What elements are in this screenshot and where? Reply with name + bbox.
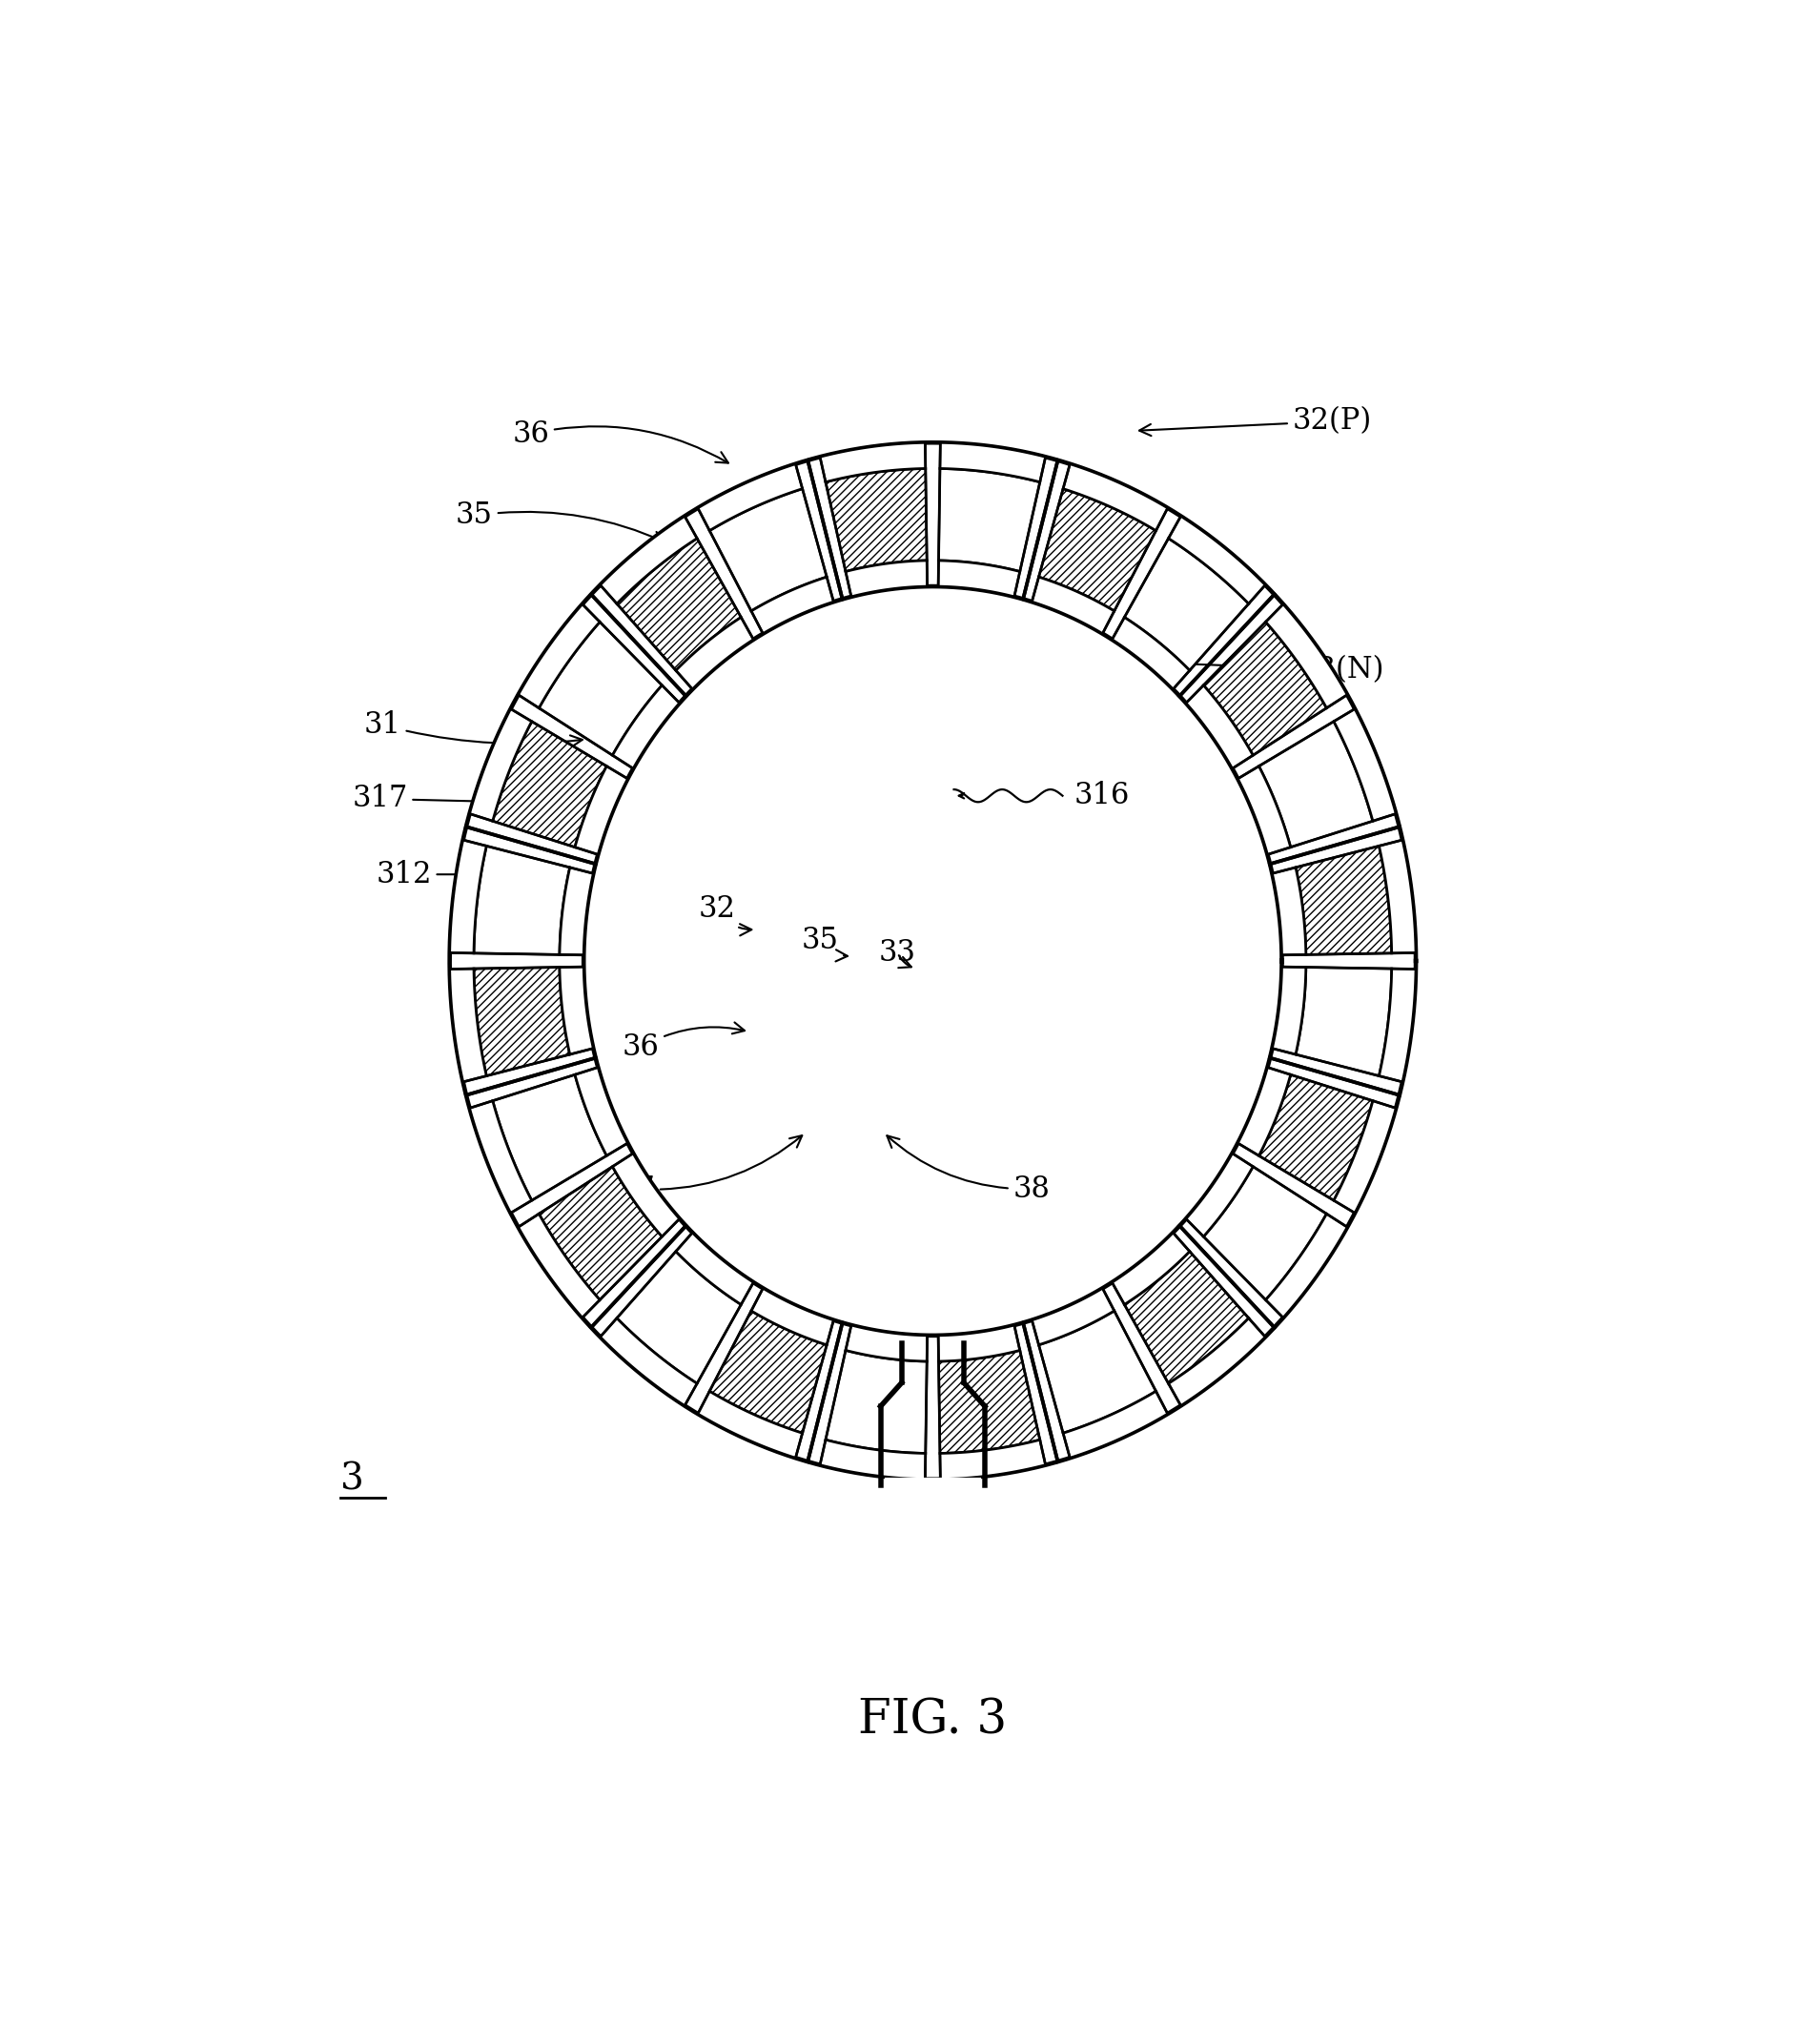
Text: 36: 36: [511, 419, 728, 464]
Polygon shape: [1334, 1101, 1396, 1214]
Polygon shape: [1112, 1232, 1190, 1305]
Polygon shape: [1238, 766, 1290, 854]
Polygon shape: [1203, 621, 1327, 756]
Polygon shape: [939, 560, 1019, 597]
Polygon shape: [493, 721, 606, 848]
Polygon shape: [1112, 617, 1190, 688]
Polygon shape: [559, 868, 593, 954]
Polygon shape: [675, 1232, 753, 1305]
Text: 3: 3: [340, 1463, 364, 1498]
Polygon shape: [519, 605, 601, 709]
Polygon shape: [473, 966, 570, 1077]
Polygon shape: [1039, 1312, 1156, 1432]
Polygon shape: [939, 468, 1039, 572]
Polygon shape: [1203, 1167, 1327, 1299]
Polygon shape: [1168, 1318, 1265, 1406]
Polygon shape: [617, 1252, 741, 1383]
Text: 33(N): 33(N): [1143, 656, 1385, 684]
Text: 32: 32: [699, 895, 752, 936]
Polygon shape: [939, 1440, 1045, 1479]
Polygon shape: [826, 1350, 926, 1453]
Polygon shape: [450, 968, 486, 1083]
Polygon shape: [1259, 1075, 1372, 1201]
Polygon shape: [752, 576, 834, 633]
Polygon shape: [710, 1312, 826, 1432]
Polygon shape: [1259, 721, 1372, 848]
Polygon shape: [1187, 684, 1252, 768]
Text: 36: 36: [622, 1022, 744, 1062]
Polygon shape: [846, 560, 926, 597]
Polygon shape: [1272, 966, 1307, 1054]
Polygon shape: [539, 621, 662, 756]
Text: 32(P): 32(P): [1139, 407, 1372, 435]
Polygon shape: [575, 1066, 628, 1156]
Polygon shape: [473, 846, 570, 954]
Text: 37: 37: [619, 1136, 803, 1203]
Polygon shape: [939, 1350, 1039, 1453]
Polygon shape: [613, 1154, 679, 1236]
Polygon shape: [617, 539, 741, 670]
Text: 312: 312: [377, 860, 582, 889]
Polygon shape: [1272, 868, 1307, 954]
Polygon shape: [1296, 846, 1392, 954]
Polygon shape: [752, 1289, 834, 1344]
Polygon shape: [601, 517, 697, 603]
Polygon shape: [1187, 1154, 1252, 1236]
Polygon shape: [1265, 1214, 1347, 1318]
Polygon shape: [1063, 1391, 1168, 1459]
Polygon shape: [697, 464, 803, 531]
Polygon shape: [710, 488, 826, 611]
Polygon shape: [675, 617, 753, 688]
Polygon shape: [939, 443, 1045, 482]
Polygon shape: [470, 709, 531, 821]
Polygon shape: [821, 443, 926, 482]
Polygon shape: [1032, 576, 1114, 633]
Text: 316: 316: [1074, 780, 1130, 811]
Polygon shape: [1265, 605, 1347, 709]
Polygon shape: [1380, 840, 1416, 954]
Text: 31: 31: [364, 711, 582, 748]
Polygon shape: [1168, 517, 1265, 603]
Polygon shape: [1063, 464, 1168, 531]
Polygon shape: [821, 1440, 926, 1479]
Text: 35: 35: [455, 501, 664, 543]
Text: 317: 317: [351, 785, 571, 813]
Polygon shape: [697, 1391, 803, 1459]
Polygon shape: [613, 684, 679, 768]
Polygon shape: [559, 966, 593, 1054]
Polygon shape: [1039, 488, 1156, 611]
Polygon shape: [1334, 709, 1396, 821]
Polygon shape: [450, 840, 486, 954]
Polygon shape: [1032, 1289, 1114, 1344]
Polygon shape: [470, 1101, 531, 1214]
Polygon shape: [846, 1326, 926, 1361]
Polygon shape: [939, 1326, 1019, 1361]
Text: 33: 33: [879, 938, 915, 968]
Text: FIG. 3: FIG. 3: [859, 1698, 1006, 1745]
Polygon shape: [1125, 1252, 1249, 1383]
Polygon shape: [575, 766, 628, 854]
Polygon shape: [1380, 968, 1416, 1083]
Polygon shape: [1238, 1066, 1290, 1156]
Polygon shape: [493, 1075, 606, 1201]
Polygon shape: [601, 1318, 697, 1406]
Text: 35: 35: [801, 925, 848, 962]
Polygon shape: [519, 1214, 601, 1318]
Text: 38: 38: [886, 1136, 1050, 1203]
Polygon shape: [539, 1167, 662, 1299]
Polygon shape: [1296, 966, 1392, 1077]
Polygon shape: [826, 468, 926, 572]
Polygon shape: [1125, 539, 1249, 670]
